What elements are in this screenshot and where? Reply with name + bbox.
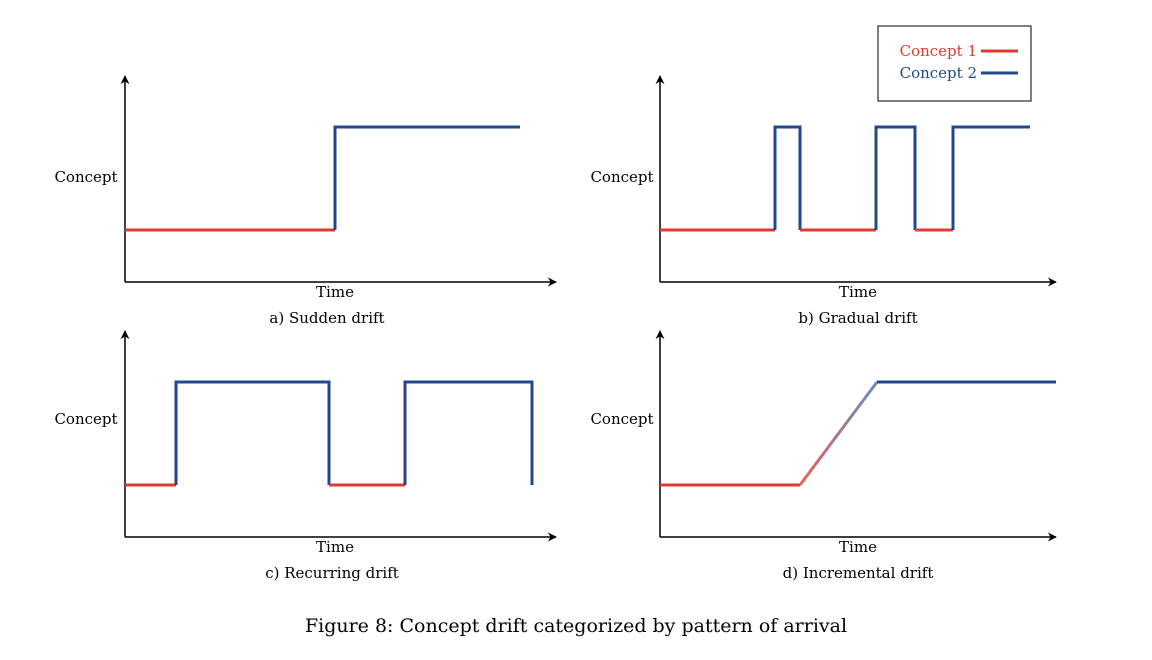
x-axis-label: Time xyxy=(316,283,354,301)
legend-label-concept1: Concept 1 xyxy=(900,42,977,60)
concept2-segment xyxy=(951,125,1030,230)
transition-segment xyxy=(798,381,879,486)
y-axis-label: Concept xyxy=(590,168,653,186)
x-axis-label: Time xyxy=(839,538,877,556)
concept2-segment xyxy=(403,380,534,485)
concept2-segment xyxy=(874,125,917,230)
y-axis-label: Concept xyxy=(54,410,117,428)
panel-caption: a) Sudden drift xyxy=(269,309,384,327)
concept-drift-figure: Concept Time a) Sudden drift Concept Tim… xyxy=(54,25,1057,582)
legend-box xyxy=(877,25,1032,102)
concept2-segment xyxy=(773,125,802,230)
legend-label-concept2: Concept 2 xyxy=(900,64,977,82)
x-axis-label: Time xyxy=(839,283,877,301)
panel-incremental-drift: Concept Time d) Incremental drift xyxy=(590,330,1057,582)
y-axis-label: Concept xyxy=(54,168,117,186)
panel-caption: c) Recurring drift xyxy=(265,564,399,582)
panel-caption: d) Incremental drift xyxy=(783,564,934,582)
legend: Concept 1 Concept 2 xyxy=(877,25,1032,102)
panel-sudden-drift: Concept Time a) Sudden drift xyxy=(54,75,557,327)
figure-caption: Figure 8: Concept drift categorized by p… xyxy=(304,615,848,637)
panel-recurring-drift: Concept Time c) Recurring drift xyxy=(54,330,557,582)
concept2-segment xyxy=(333,125,520,230)
panel-caption: b) Gradual drift xyxy=(798,309,917,327)
panel-gradual-drift: Concept Time b) Gradual drift xyxy=(590,75,1057,327)
y-axis-label: Concept xyxy=(590,410,653,428)
concept2-segment xyxy=(174,380,331,485)
x-axis-label: Time xyxy=(316,538,354,556)
